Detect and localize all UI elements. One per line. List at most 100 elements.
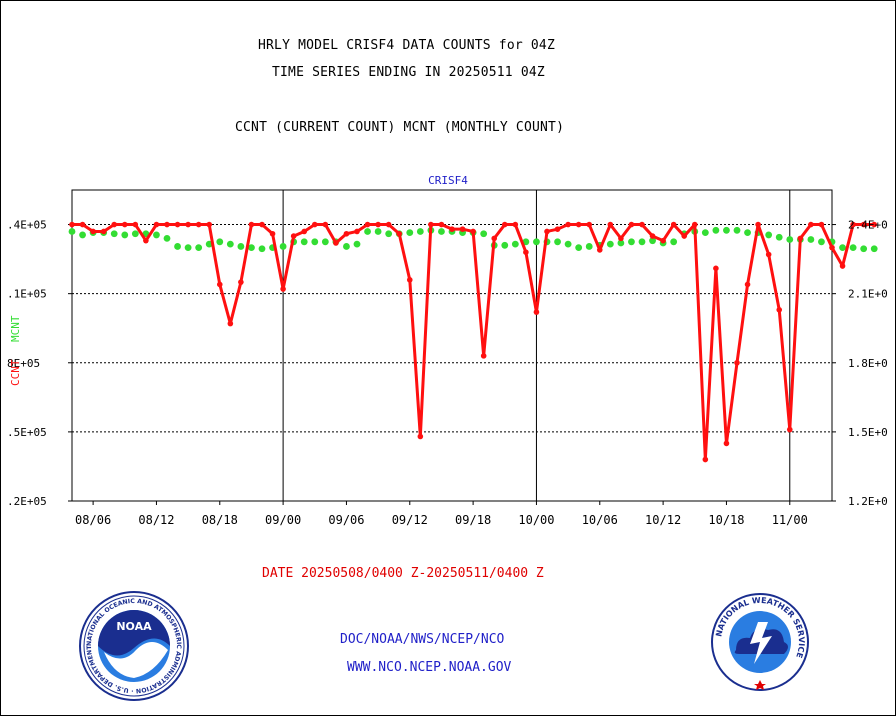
- ccnt-point: [607, 221, 614, 228]
- ccnt-point: [480, 353, 487, 359]
- mcnt-point: [723, 226, 730, 234]
- mcnt-point: [606, 240, 614, 248]
- ccnt-point: [333, 240, 339, 246]
- ccnt-point: [586, 221, 593, 228]
- mcnt-point: [343, 243, 350, 250]
- mcnt-point: [733, 226, 741, 234]
- x-tick-label: 11/00: [772, 513, 808, 527]
- ccnt-point: [860, 221, 867, 228]
- ccnt-point: [618, 235, 624, 242]
- nws-logo-icon: NATIONAL WEATHER SERVICE: [711, 593, 809, 691]
- ccnt-point: [797, 235, 804, 242]
- ccnt-point: [132, 221, 139, 228]
- mcnt-point: [501, 241, 509, 249]
- mcnt-point: [849, 244, 857, 251]
- x-tick-label: 09/12: [392, 513, 428, 527]
- y-axis-label-ccnt: CCNT: [9, 359, 22, 386]
- mcnt-point: [744, 229, 751, 237]
- mcnt-point: [321, 238, 329, 246]
- ccnt-point: [396, 230, 403, 237]
- mcnt-point: [701, 229, 709, 237]
- ccnt-point: [829, 244, 835, 251]
- ccnt-point: [280, 286, 286, 292]
- ccnt-point: [100, 228, 107, 235]
- y-tick-label-right: 1.5E+0: [848, 426, 888, 439]
- mcnt-point: [786, 236, 794, 243]
- ccnt-point: [185, 221, 191, 228]
- ccnt-point: [808, 221, 814, 228]
- ccnt-point: [839, 263, 846, 269]
- x-tick-label: 10/18: [708, 513, 744, 527]
- chart-title: CRISF4: [428, 174, 468, 187]
- ccnt-point: [385, 221, 392, 228]
- ccnt-point: [533, 309, 540, 315]
- ccnt-point: [322, 221, 329, 228]
- org-path-label: DOC/NOAA/NWS/NCEP/NCO: [340, 632, 505, 647]
- mcnt-point: [416, 228, 424, 235]
- mcnt-point: [438, 228, 445, 235]
- ccnt-point: [575, 221, 582, 228]
- ccnt-point: [702, 456, 709, 463]
- x-tick-label: 08/12: [138, 513, 174, 527]
- mcnt-point: [638, 238, 646, 246]
- ccnt-point: [428, 221, 434, 228]
- ccnt-point: [850, 221, 856, 228]
- ccnt-point: [364, 221, 371, 228]
- mcnt-point: [480, 230, 488, 238]
- ccnt-point: [660, 237, 666, 244]
- mcnt-point: [110, 230, 118, 238]
- ccnt-point: [343, 230, 350, 237]
- ccnt-point: [195, 221, 202, 228]
- ccnt-point: [723, 440, 730, 447]
- ccnt-point: [681, 233, 688, 239]
- ccnt-point: [512, 221, 519, 228]
- ccnt-point: [143, 237, 149, 244]
- mcnt-point: [374, 228, 382, 235]
- mcnt-point: [628, 238, 635, 246]
- ccnt-point: [238, 279, 244, 285]
- mcnt-point: [364, 228, 371, 235]
- ccnt-point: [596, 247, 603, 253]
- mcnt-point: [248, 244, 255, 251]
- ccnt-point: [111, 221, 118, 228]
- ccnt-point: [734, 359, 740, 366]
- ccnt-point: [375, 221, 381, 228]
- series-layer: [68, 221, 878, 463]
- ccnt-point: [670, 221, 677, 228]
- mcnt-point: [533, 238, 540, 246]
- mcnt-point: [575, 244, 583, 251]
- ccnt-point: [259, 221, 265, 228]
- mcnt-point: [585, 243, 593, 250]
- ccnt-point: [786, 426, 793, 433]
- x-tick-label: 09/00: [265, 513, 301, 527]
- ccnt-point: [417, 433, 424, 440]
- title-line-1: HRLY MODEL CRISF4 DATA COUNTS for 04Z: [258, 38, 555, 53]
- ccnt-point: [776, 306, 783, 313]
- ccnt-point: [79, 221, 86, 228]
- ccnt-point: [90, 228, 96, 235]
- mcnt-point: [860, 245, 868, 253]
- x-tick-label: 09/18: [455, 513, 491, 527]
- mcnt-point: [216, 238, 224, 246]
- mcnt-point: [564, 240, 572, 248]
- ccnt-line: [72, 223, 875, 462]
- mcnt-point: [79, 231, 86, 239]
- mcnt-point: [670, 238, 678, 246]
- mcnt-point: [121, 231, 129, 239]
- mcnt-point: [775, 233, 783, 241]
- mcnt-point: [195, 244, 203, 251]
- ccnt-point: [248, 221, 255, 228]
- ccnt-point: [354, 228, 360, 235]
- ccnt-point: [523, 249, 529, 255]
- x-tick-label: 10/12: [645, 513, 681, 527]
- ccnt-point: [449, 226, 455, 232]
- ccnt-point: [491, 235, 498, 242]
- y-tick-label-right: 1.8E+0: [848, 357, 888, 370]
- mcnt-point: [870, 245, 878, 253]
- title-line-2: TIME SERIES ENDING IN 20250511 04Z: [272, 65, 545, 80]
- mcnt-point: [153, 231, 160, 239]
- ccnt-point: [174, 221, 181, 228]
- ccnt-point: [744, 281, 751, 288]
- mcnt-point: [385, 230, 393, 238]
